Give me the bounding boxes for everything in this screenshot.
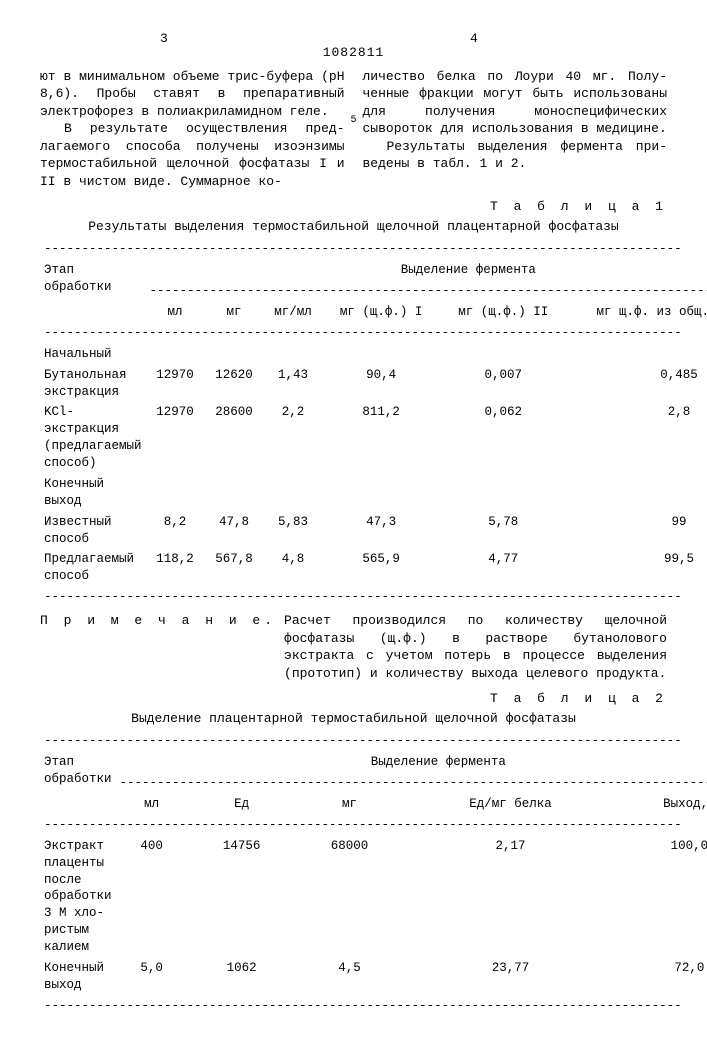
- table-row: Бутанольная экстракция 12970 12620 1,43 …: [40, 365, 707, 403]
- left-col-p2: В результате осуществления пред­лагаемог…: [40, 120, 345, 190]
- t1-head-group: Выделение фермента: [146, 260, 707, 281]
- dash: ----------------------------------------…: [44, 589, 707, 606]
- t2-r0-l: Экстракт плацен­ты после обра­ботки 3 М …: [40, 836, 116, 958]
- table-row: Начальный: [40, 344, 707, 365]
- table-row: Известный спо­соб 8,2 47,8 5,83 47,3 5,7…: [40, 512, 707, 550]
- t2-head-group: Выделение фермента: [116, 752, 707, 773]
- t2-head-stage: Этап обработки: [40, 752, 116, 815]
- table2-label: Т а б л и ц а 2: [40, 690, 667, 708]
- dash: ----------------------------------------…: [44, 241, 707, 258]
- dash: ----------------------------------------…: [44, 998, 707, 1015]
- t1-col3: мг (щ.ф.) I: [322, 302, 439, 323]
- t2-col4: Выход,%: [618, 794, 707, 815]
- table-row: Предлагаемый способ 118,2 567,8 4,8 565,…: [40, 549, 707, 587]
- doc-number: 1082811: [40, 44, 667, 62]
- t1-col1: мг: [205, 302, 264, 323]
- t1-col2: мг/мл: [263, 302, 322, 323]
- table1-label: Т а б л и ц а 1: [40, 198, 667, 216]
- right-col-p1: личество белка по Лоури 40 мг. Полу­ченн…: [363, 68, 668, 138]
- note-body: Расчет производился по количеству щелочн…: [284, 612, 667, 682]
- table1: ----------------------------------------…: [40, 239, 707, 608]
- dash: ----------------------------------------…: [120, 775, 707, 792]
- dash: ----------------------------------------…: [150, 283, 707, 300]
- t1-col4: мг (щ.ф.) II: [440, 302, 567, 323]
- table-row: Экстракт плацен­ты после обра­ботки 3 М …: [40, 836, 707, 958]
- t1-col0: мл: [146, 302, 205, 323]
- t1-r2-l: KCl-экстракция (предлагаемый способ): [40, 402, 146, 474]
- note-label: П р и м е ч а н и е.: [40, 612, 276, 682]
- t1-r0-l: Начальный: [40, 344, 146, 365]
- t2-col2: мг: [296, 794, 404, 815]
- t2-col1: Ед: [188, 794, 296, 815]
- table1-note: П р и м е ч а н и е. Расчет производился…: [40, 612, 667, 682]
- t2-col3: Ед/мг белка: [403, 794, 617, 815]
- table-row: Конечный выход: [40, 474, 707, 512]
- table-row: Конечный выход 5,0 1062 4,5 23,77 72,0: [40, 958, 707, 996]
- dash: ----------------------------------------…: [44, 733, 707, 750]
- table-row: KCl-экстракция (предлагаемый способ) 129…: [40, 402, 707, 474]
- dash: ----------------------------------------…: [44, 817, 707, 834]
- margin-line-5: 5: [351, 114, 357, 128]
- t2-r1-l: Конечный выход: [40, 958, 116, 996]
- t1-r1-l: Бутанольная экстракция: [40, 365, 146, 403]
- t2-col0: мл: [116, 794, 188, 815]
- t1-r3-l: Конечный выход: [40, 474, 146, 512]
- table2: ----------------------------------------…: [40, 731, 707, 1016]
- left-col-p1: ют в минимальном объеме трис-буфера (pH …: [40, 68, 345, 121]
- t1-col5: мг щ.ф. из общ.белка,%: [567, 302, 707, 323]
- dash: ----------------------------------------…: [44, 325, 707, 342]
- t1-r5-l: Предлагаемый способ: [40, 549, 146, 587]
- right-col-p2: Результаты выделения фермента при­ведены…: [363, 138, 668, 173]
- text-columns: ют в минимальном объеме трис-буфера (pH …: [40, 68, 667, 191]
- page-marker-left: 3: [160, 30, 168, 48]
- t1-r4-l: Известный спо­соб: [40, 512, 146, 550]
- t1-head-stage: Этап обработки: [40, 260, 146, 323]
- page-marker-right: 4: [470, 30, 478, 48]
- table1-title: Результаты выделения термостабильной щел…: [40, 218, 667, 236]
- table2-title: Выделение плацентарной термостабильной щ…: [40, 710, 667, 728]
